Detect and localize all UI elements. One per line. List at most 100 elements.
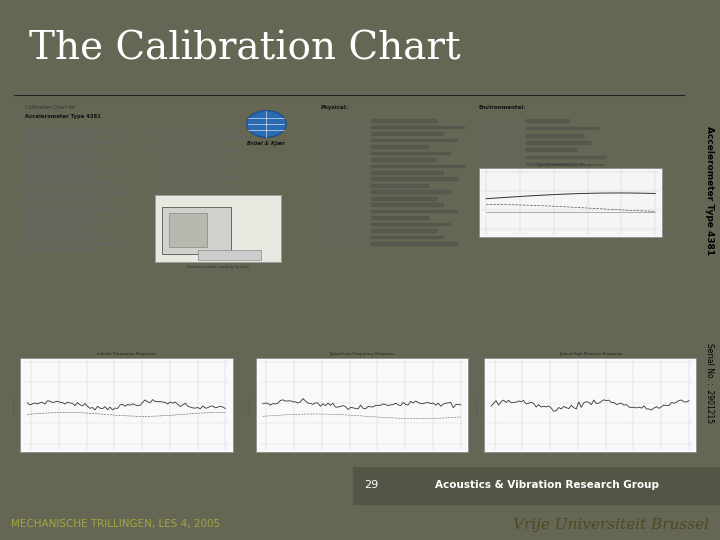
Bar (25, 129, 126, 132)
Bar (25, 225, 83, 228)
Bar (371, 145, 428, 148)
Bar (526, 185, 598, 187)
Text: Sensitivity: Sensitivity (12, 395, 17, 414)
Bar (320, 191, 364, 193)
Bar (526, 141, 590, 144)
Bar (479, 141, 518, 144)
Text: Individ. Frequency Response: Individ. Frequency Response (97, 352, 156, 356)
Bar (320, 139, 364, 141)
Bar (526, 170, 590, 173)
Text: Typical Sensitivity vs. Temperature: Typical Sensitivity vs. Temperature (537, 163, 604, 167)
Bar (155, 129, 227, 132)
Bar (371, 235, 443, 238)
Text: Sensitivity: Sensitivity (476, 395, 480, 414)
Bar (320, 158, 364, 161)
Text: Typical Low Frequency Response: Typical Low Frequency Response (328, 352, 395, 356)
Bar (371, 191, 450, 193)
Text: The Calibration Chart: The Calibration Chart (29, 30, 460, 67)
Bar (320, 178, 364, 180)
Bar (479, 148, 518, 151)
Text: Environmental:: Environmental: (479, 105, 526, 110)
Bar (479, 156, 518, 158)
Bar (25, 157, 104, 160)
Bar (371, 242, 457, 245)
Bar (371, 139, 457, 141)
Bar (479, 119, 518, 122)
FancyBboxPatch shape (169, 213, 207, 247)
Bar (371, 158, 436, 161)
Bar (371, 216, 428, 219)
FancyBboxPatch shape (198, 250, 261, 260)
Bar (25, 214, 90, 217)
Bar (526, 119, 569, 122)
Bar (479, 177, 518, 180)
Bar (25, 248, 90, 251)
Bar (320, 229, 364, 232)
Bar (526, 156, 605, 158)
Bar (25, 197, 104, 200)
Bar (25, 140, 119, 143)
Bar (320, 222, 364, 225)
Bar (320, 119, 364, 122)
Text: Serial No. :  2901215: Serial No. : 2901215 (705, 343, 714, 423)
Bar (155, 220, 234, 223)
Bar (371, 178, 457, 180)
Ellipse shape (246, 111, 287, 137)
Bar (155, 181, 220, 184)
Bar (25, 146, 90, 148)
Text: Recommended Loading Surface: Recommended Loading Surface (186, 265, 249, 269)
Bar (479, 185, 518, 187)
Bar (479, 170, 518, 173)
Bar (320, 203, 364, 206)
Bar (155, 227, 212, 229)
Text: Sensitivity: Sensitivity (248, 395, 252, 414)
Bar (371, 222, 450, 225)
Bar (320, 165, 364, 167)
Bar (371, 152, 450, 154)
Bar (25, 191, 126, 194)
Bar (25, 180, 112, 183)
Bar (25, 237, 97, 239)
Bar (25, 163, 83, 166)
Bar (155, 174, 248, 177)
Bar (526, 126, 598, 129)
Bar (155, 136, 248, 138)
Bar (371, 126, 464, 129)
Bar (155, 168, 212, 171)
Bar (479, 126, 518, 129)
Text: Acoustics & Vibration Research Group: Acoustics & Vibration Research Group (435, 480, 660, 490)
Bar (320, 184, 364, 187)
Bar (25, 242, 119, 245)
Bar (320, 197, 364, 199)
Text: Brüel & Kjær: Brüel & Kjær (248, 141, 285, 146)
Bar (25, 152, 112, 154)
Bar (320, 152, 364, 154)
FancyBboxPatch shape (20, 358, 233, 452)
Text: Typical High Pressure Response: Typical High Pressure Response (558, 352, 622, 356)
Bar (526, 177, 576, 180)
Bar (320, 132, 364, 135)
Bar (479, 163, 518, 165)
Bar (155, 207, 220, 210)
Bar (371, 132, 443, 135)
Bar (25, 202, 97, 205)
FancyBboxPatch shape (484, 358, 696, 452)
Bar (320, 171, 364, 174)
Bar (155, 161, 234, 164)
FancyBboxPatch shape (155, 195, 281, 262)
Bar (371, 184, 428, 187)
Bar (371, 165, 464, 167)
Bar (320, 126, 364, 129)
Text: Calibration Chart for: Calibration Chart for (25, 105, 76, 110)
Text: 29: 29 (364, 480, 378, 490)
Bar (155, 155, 227, 158)
Bar (155, 201, 241, 204)
FancyBboxPatch shape (256, 358, 468, 452)
Bar (371, 229, 436, 232)
Text: MECHANISCHE TRILLINGEN, LES 4, 2005: MECHANISCHE TRILLINGEN, LES 4, 2005 (11, 519, 220, 529)
Bar (320, 145, 364, 148)
Bar (526, 163, 583, 165)
Text: Accelerometer Type 4381: Accelerometer Type 4381 (705, 126, 714, 255)
Bar (526, 148, 576, 151)
Bar (25, 208, 119, 211)
